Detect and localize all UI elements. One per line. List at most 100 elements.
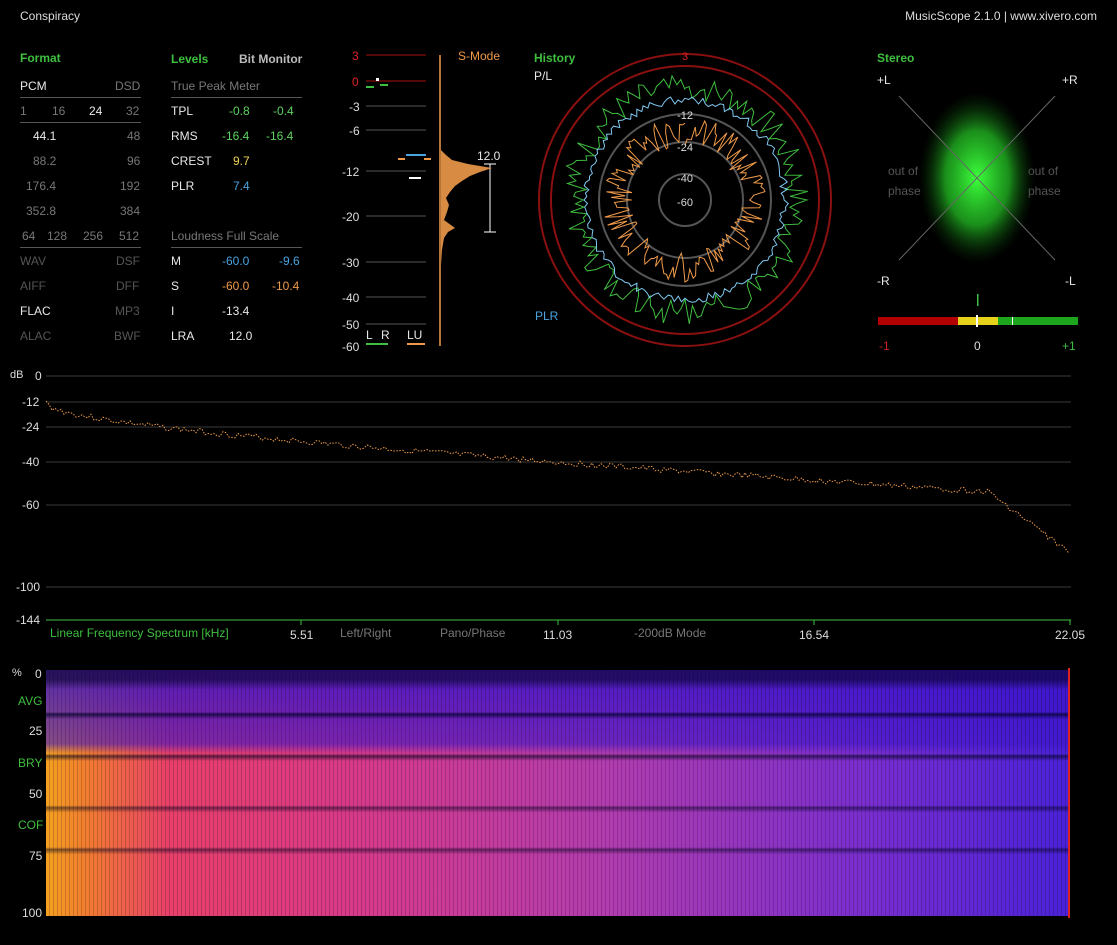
spectrogram-y-0: 0 bbox=[35, 667, 42, 681]
spectrogram-y-75: 75 bbox=[29, 849, 43, 863]
bit-depth-1: 1 bbox=[20, 104, 27, 118]
levels-header[interactable]: Levels bbox=[171, 52, 209, 66]
window-title: Conspiracy bbox=[20, 9, 81, 23]
container-mp3: MP3 bbox=[115, 304, 140, 318]
corr-plus-1: +1 bbox=[1062, 339, 1076, 353]
corr-minus-1: -1 bbox=[879, 339, 890, 353]
loudness-full-scale-header: Loudness Full Scale bbox=[171, 229, 280, 243]
i-value: -13.4 bbox=[222, 304, 250, 318]
pano-phase-button[interactable]: Pano/Phase bbox=[440, 626, 506, 640]
ring-label-3: 3 bbox=[682, 51, 688, 63]
dsd-512: 512 bbox=[119, 229, 140, 243]
rate-176: 176.4 bbox=[26, 179, 57, 193]
out-of-phase-left-1: out of bbox=[888, 164, 919, 178]
spectrogram-y-50: 50 bbox=[29, 787, 43, 801]
history-header: History bbox=[534, 51, 576, 65]
m-value-b: -9.6 bbox=[279, 254, 300, 268]
meter-scale-m30: -30 bbox=[342, 256, 360, 270]
pcm-label[interactable]: PCM bbox=[20, 79, 47, 93]
stereo-plus-l: +L bbox=[877, 73, 891, 87]
spectrogram-y-25: 25 bbox=[29, 724, 43, 738]
spectrum-y-m100: -100 bbox=[16, 580, 41, 594]
rate-88: 88.2 bbox=[33, 154, 57, 168]
avg-mode-button[interactable]: AVG bbox=[18, 694, 43, 708]
meter-scale-m6: -6 bbox=[349, 124, 360, 138]
meter-scale-m60: -60 bbox=[342, 340, 360, 354]
meter-scale-m50: -50 bbox=[342, 318, 360, 332]
playhead[interactable] bbox=[1068, 668, 1070, 918]
history-radar: 3 -12 -24 -40 -60 bbox=[538, 51, 832, 347]
dsd-label[interactable]: DSD bbox=[115, 79, 141, 93]
plr-label: PLR bbox=[171, 179, 195, 193]
bit-depth-24: 24 bbox=[89, 104, 103, 118]
stereo-minus-l: -L bbox=[1065, 274, 1076, 288]
meter-scale-m3: -3 bbox=[349, 100, 360, 114]
tpl-label: TPL bbox=[171, 104, 194, 118]
s-label: S bbox=[171, 279, 180, 293]
spectrum-x-5: 5.51 bbox=[290, 628, 314, 642]
lra-label: LRA bbox=[171, 329, 195, 343]
tpl-right: -0.4 bbox=[273, 104, 294, 118]
spectrum-label: Linear Frequency Spectrum [kHz] bbox=[50, 626, 229, 640]
dsd-256: 256 bbox=[83, 229, 104, 243]
rate-192: 192 bbox=[120, 179, 141, 193]
dsd-128: 128 bbox=[47, 229, 68, 243]
cof-mode-button[interactable]: COF bbox=[18, 818, 44, 832]
rms-right: -16.4 bbox=[266, 129, 294, 143]
container-aiff: AIFF bbox=[20, 279, 46, 293]
crest-value: 9.7 bbox=[233, 154, 250, 168]
container-alac: ALAC bbox=[20, 329, 52, 343]
spectrogram-y-100: 100 bbox=[22, 906, 43, 920]
m-label: M bbox=[171, 254, 181, 268]
s-mode-button[interactable]: S-Mode bbox=[458, 49, 501, 63]
out-of-phase-right-1: out of bbox=[1028, 164, 1059, 178]
tpl-left: -0.8 bbox=[229, 104, 250, 118]
minus-200db-mode-button[interactable]: -200dB Mode bbox=[634, 626, 707, 640]
history-pl-label: P/L bbox=[534, 69, 553, 83]
rate-96: 96 bbox=[127, 154, 141, 168]
container-flac: FLAC bbox=[20, 304, 51, 318]
meter-scale-0: 0 bbox=[352, 75, 359, 89]
spectrum-y-m144: -144 bbox=[16, 613, 41, 627]
ring-label-m12: -12 bbox=[677, 110, 693, 122]
ring-label-m60: -60 bbox=[677, 197, 693, 209]
correlation-meter bbox=[878, 294, 1078, 327]
spectrum-y-m24: -24 bbox=[22, 420, 40, 434]
history-plr-label: PLR bbox=[535, 309, 559, 323]
spectrum-db-label: dB bbox=[10, 369, 24, 381]
stereo-minus-r: -R bbox=[877, 274, 890, 288]
meter-scale-m12: -12 bbox=[342, 165, 360, 179]
history-loudness-trace bbox=[583, 96, 789, 303]
bit-monitor-tab[interactable]: Bit Monitor bbox=[239, 52, 303, 66]
rms-left: -16.4 bbox=[222, 129, 250, 143]
goniometer bbox=[898, 92, 1056, 264]
stereo-header: Stereo bbox=[877, 51, 915, 65]
out-of-phase-left-2: phase bbox=[888, 184, 921, 198]
rate-44: 44.1 bbox=[33, 129, 57, 143]
stereo-plus-r: +R bbox=[1062, 73, 1078, 87]
spectrum-plot bbox=[45, 375, 1071, 625]
meter-r-label: R bbox=[381, 328, 390, 342]
m-value-a: -60.0 bbox=[222, 254, 250, 268]
meter-scale-3: 3 bbox=[352, 49, 359, 63]
spectrogram-percent-label: % bbox=[12, 667, 22, 679]
s-value-b: -10.4 bbox=[272, 279, 300, 293]
history-plr-trace bbox=[604, 119, 766, 283]
bry-mode-button[interactable]: BRY bbox=[18, 756, 43, 770]
meter-scale-m40: -40 bbox=[342, 291, 360, 305]
meter-scale-m20: -20 bbox=[342, 210, 360, 224]
app-title: MusicScope 2.1.0 | www.xivero.com bbox=[905, 9, 1097, 23]
rate-48: 48 bbox=[127, 129, 141, 143]
left-right-button[interactable]: Left/Right bbox=[340, 626, 392, 640]
spectrogram-image bbox=[46, 670, 1070, 916]
rate-352: 352.8 bbox=[26, 204, 57, 218]
spectrum-x-11: 11.03 bbox=[543, 628, 573, 642]
container-bwf: BWF bbox=[114, 329, 141, 343]
format-header: Format bbox=[20, 51, 61, 65]
spectrum-y-m12: -12 bbox=[22, 395, 40, 409]
container-wav: WAV bbox=[20, 254, 46, 268]
out-of-phase-right-2: phase bbox=[1028, 184, 1061, 198]
i-label: I bbox=[171, 304, 175, 318]
bit-depth-16: 16 bbox=[52, 104, 66, 118]
spectrum-x-22: 22.05 bbox=[1055, 628, 1086, 642]
